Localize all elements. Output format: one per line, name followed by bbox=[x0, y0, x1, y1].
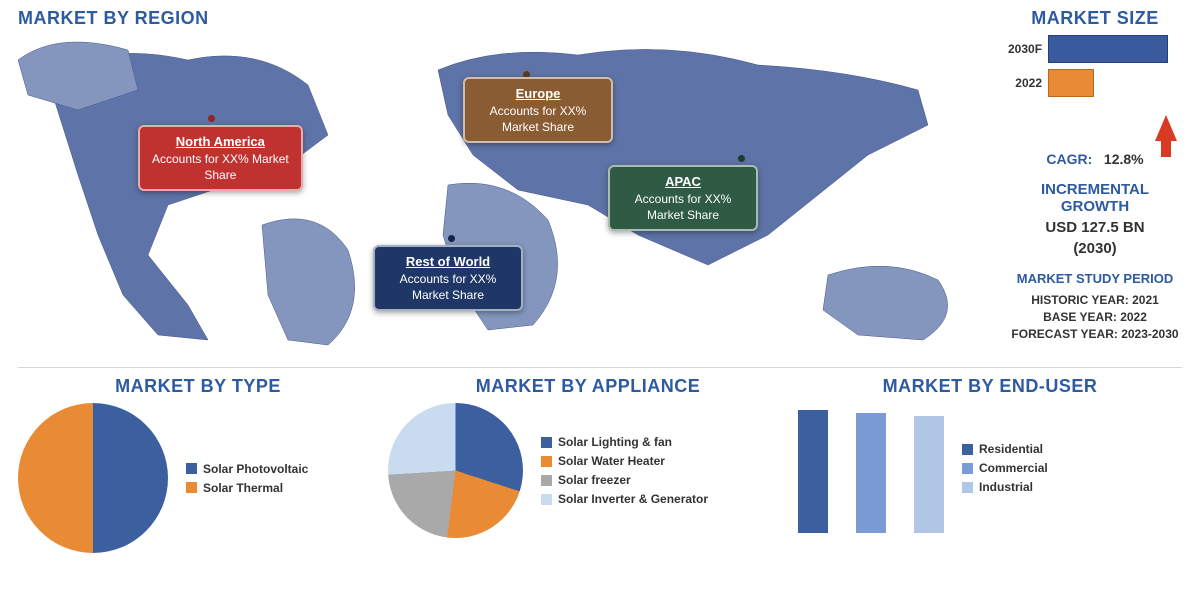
legend-label: Solar Photovoltaic bbox=[203, 462, 308, 476]
market-size-bar-row: 2030F bbox=[1008, 35, 1182, 63]
legend-label: Residential bbox=[979, 442, 1043, 456]
legend-item: Solar freezer bbox=[541, 473, 708, 487]
enduser-bar bbox=[914, 416, 944, 533]
market-size-bar-label: 2022 bbox=[1008, 76, 1048, 90]
legend-item: Residential bbox=[962, 442, 1048, 456]
section-title-size: MARKET SIZE bbox=[1008, 8, 1182, 29]
section-title-type: MARKET BY TYPE bbox=[18, 376, 378, 397]
region-box-apac: APACAccounts for XX%Market Share bbox=[608, 165, 758, 231]
cagr-label: CAGR: bbox=[1046, 151, 1092, 167]
region-title: Europe bbox=[477, 85, 599, 103]
market-size-bar bbox=[1048, 69, 1094, 97]
study-period-label: MARKET STUDY PERIOD bbox=[1008, 271, 1182, 286]
region-share-line: Accounts for XX% bbox=[387, 271, 509, 287]
legend-enduser: Residential Commercial Industrial bbox=[962, 437, 1048, 499]
region-title: APAC bbox=[622, 173, 744, 191]
legend-appliance: Solar Lighting & fan Solar Water Heater So… bbox=[541, 430, 708, 511]
legend-item: Solar Photovoltaic bbox=[186, 462, 308, 476]
legend-swatch bbox=[541, 437, 552, 448]
market-size-barchart: 2030F 2022 bbox=[1008, 35, 1182, 145]
cagr-caption: CAGR: 12.8% bbox=[1008, 151, 1182, 167]
incremental-growth-label: INCREMENTAL GROWTH bbox=[1008, 181, 1182, 215]
region-leader-dot bbox=[738, 155, 745, 162]
market-size-bar-label: 2030F bbox=[1008, 42, 1048, 56]
legend-item: Solar Water Heater bbox=[541, 454, 708, 468]
legend-label: Industrial bbox=[979, 480, 1033, 494]
region-share-line: Accounts for XX% bbox=[477, 103, 599, 119]
legend-swatch bbox=[541, 494, 552, 505]
region-share-line: Market Share bbox=[387, 287, 509, 303]
market-by-type: MARKET BY TYPE Solar Photovoltaic Solar T… bbox=[18, 376, 378, 553]
legend-item: Solar Inverter & Generator bbox=[541, 492, 708, 506]
legend-swatch bbox=[541, 456, 552, 467]
legend-item: Commercial bbox=[962, 461, 1048, 475]
legend-label: Solar Lighting & fan bbox=[558, 435, 672, 449]
section-title-region: MARKET BY REGION bbox=[18, 8, 998, 29]
study-period-line: FORECAST YEAR: 2023-2030 bbox=[1008, 326, 1182, 343]
region-leader-dot bbox=[208, 115, 215, 122]
region-share-line: Market Share bbox=[622, 207, 744, 223]
legend-swatch bbox=[186, 482, 197, 493]
enduser-bar bbox=[856, 413, 886, 533]
legend-item: Solar Thermal bbox=[186, 481, 308, 495]
market-size-panel: MARKET SIZE 2030F 2022 CAGR: 12.8% INCREM… bbox=[1008, 8, 1182, 357]
growth-arrow-icon bbox=[1155, 115, 1177, 141]
study-period-lines: HISTORIC YEAR: 2021BASE YEAR: 2022FORECA… bbox=[1008, 292, 1182, 342]
study-period-line: HISTORIC YEAR: 2021 bbox=[1008, 292, 1182, 309]
legend-swatch bbox=[541, 475, 552, 486]
barchart-enduser bbox=[798, 403, 944, 533]
legend-label: Solar Thermal bbox=[203, 481, 283, 495]
region-title: North America bbox=[152, 133, 289, 151]
legend-swatch bbox=[962, 482, 973, 493]
incremental-growth-value: USD 127.5 BN bbox=[1008, 219, 1182, 236]
region-title: Rest of World bbox=[387, 253, 509, 271]
cagr-value: 12.8% bbox=[1104, 151, 1144, 167]
legend-swatch bbox=[962, 444, 973, 455]
legend-label: Solar Water Heater bbox=[558, 454, 665, 468]
legend-label: Solar freezer bbox=[558, 473, 631, 487]
market-by-enduser: MARKET BY END-USER Residential Commercial… bbox=[798, 376, 1182, 553]
enduser-bar bbox=[798, 410, 828, 534]
region-share-line: Market Share bbox=[477, 119, 599, 135]
market-by-appliance: MARKET BY APPLIANCE Solar Lighting & fan… bbox=[388, 376, 788, 553]
pie-appliance bbox=[388, 403, 523, 538]
market-size-bar-row: 2022 bbox=[1008, 69, 1182, 97]
legend-type: Solar Photovoltaic Solar Thermal bbox=[186, 457, 308, 500]
region-box-na: North AmericaAccounts for XX% MarketShar… bbox=[138, 125, 303, 191]
region-share-line: Accounts for XX% bbox=[622, 191, 744, 207]
incremental-growth-year: (2030) bbox=[1008, 240, 1182, 257]
legend-item: Industrial bbox=[962, 480, 1048, 494]
legend-item: Solar Lighting & fan bbox=[541, 435, 708, 449]
legend-swatch bbox=[962, 463, 973, 474]
region-share-line: Accounts for XX% Market bbox=[152, 151, 289, 167]
study-period-line: BASE YEAR: 2022 bbox=[1008, 309, 1182, 326]
market-size-bar bbox=[1048, 35, 1168, 63]
legend-swatch bbox=[186, 463, 197, 474]
region-leader-dot bbox=[448, 235, 455, 242]
section-title-appliance: MARKET BY APPLIANCE bbox=[388, 376, 788, 397]
legend-label: Solar Inverter & Generator bbox=[558, 492, 708, 506]
market-by-region: MARKET BY REGION North AmericaAccounts f… bbox=[18, 8, 998, 357]
section-title-enduser: MARKET BY END-USER bbox=[798, 376, 1182, 397]
region-share-line: Share bbox=[152, 167, 289, 183]
pie-type bbox=[18, 403, 168, 553]
legend-label: Commercial bbox=[979, 461, 1048, 475]
region-box-eu: EuropeAccounts for XX%Market Share bbox=[463, 77, 613, 143]
world-map: North AmericaAccounts for XX% MarketShar… bbox=[18, 35, 998, 355]
region-box-row: Rest of WorldAccounts for XX%Market Shar… bbox=[373, 245, 523, 311]
